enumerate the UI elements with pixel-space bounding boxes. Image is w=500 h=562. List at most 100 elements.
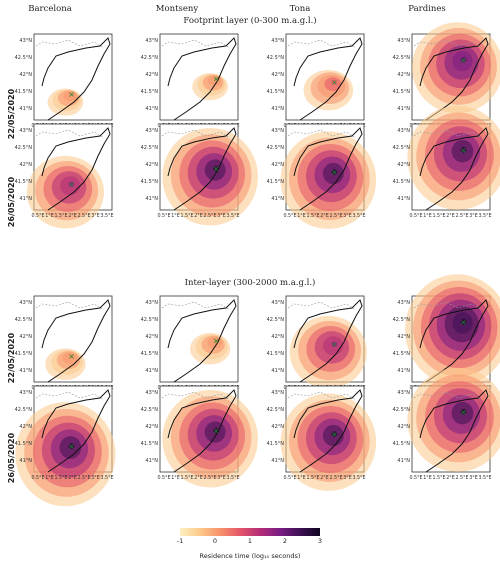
x-tick-label: 2.5°E [77, 475, 90, 481]
y-tick-label: 42°N [19, 334, 32, 340]
coastline [41, 299, 111, 383]
y-tick-label: 41°N [145, 458, 158, 464]
y-tick-label: 43°N [145, 300, 158, 306]
y-tick-label: 42°N [145, 162, 158, 168]
y-tick-label: 42°N [271, 162, 284, 168]
x-tick-label: 3.5°E [226, 475, 239, 481]
x-tick-label: 0.5°E [409, 475, 422, 481]
y-tick-label: 43°N [397, 128, 410, 134]
coastline [41, 389, 111, 473]
residence-plume [331, 79, 338, 85]
x-tick-label: 1.5°E [306, 213, 319, 219]
x-tick-label: 3.5°E [100, 475, 113, 481]
y-tick-label: 41°N [19, 196, 32, 202]
inland-border [161, 301, 231, 311]
residence-plume [460, 318, 467, 325]
coastline [419, 127, 489, 211]
inland-border [35, 301, 105, 311]
map-panel-montseny-1-1: × 43°N 42.5°N 42°N 41.5°N 41°N 0.5°E 1°E 1.5°E 2°… [141, 385, 258, 488]
y-tick-label: 41°N [145, 196, 158, 202]
inland-border [287, 301, 357, 311]
colorbar-tick: 0 [212, 537, 218, 545]
y-tick-label: 43°N [19, 390, 32, 396]
y-tick-label: 41°N [397, 196, 410, 202]
map-panel-montseny-0-1: × 43°N 42.5°N 42°N 41.5°N 41°N 0.5°E 1°E 1.5°E 2°… [141, 123, 258, 226]
y-tick-label: 42.5°N [141, 407, 159, 413]
map-panel-barcelona-1-1: × 43°N 42.5°N 42°N 41.5°N 41°N 0.5°E 1°E 1.5°E 2°… [15, 385, 116, 507]
row-label-inter-1: 22/05/2020 [7, 332, 16, 384]
x-tick-label: 3.5°E [352, 475, 365, 481]
x-tick-label: 1°E [45, 213, 53, 219]
colorbar-tick: -1 [176, 537, 184, 545]
coastline [419, 299, 489, 383]
x-tick-label: 3.5°E [478, 475, 491, 481]
inland-border [35, 391, 105, 401]
y-tick-label: 41.5°N [15, 351, 33, 357]
y-tick-label: 42.5°N [267, 317, 285, 323]
section-title-inter-layer: Inter-layer (300-2000 m.a.g.l.) [184, 278, 316, 288]
y-tick-label: 43°N [397, 390, 410, 396]
y-tick-label: 42.5°N [15, 145, 33, 151]
coastline [293, 127, 363, 211]
x-tick-label: 1.5°E [180, 213, 193, 219]
y-tick-label: 42.5°N [393, 317, 411, 323]
colorbar-ticks: -1 0 1 2 3 [176, 536, 322, 546]
x-tick-label: 3°E [217, 475, 225, 481]
site-marker-icon: × [213, 337, 220, 346]
y-tick-label: 42°N [145, 424, 158, 430]
colorbar: -1 0 1 2 3 Residence time (log₁₀ seconds… [176, 528, 322, 560]
y-tick-label: 43°N [145, 38, 158, 44]
x-tick-label: 3.5°E [352, 213, 365, 219]
x-tick-label: 1.5°E [432, 213, 445, 219]
x-tick-label: 3°E [91, 213, 99, 219]
map-panel-tona-0-1: × 43°N 42.5°N 42°N 41.5°N 41°N 0.5°E 1°E 1.5°E 2°… [267, 123, 377, 229]
x-tick-label: 0.5°E [31, 475, 44, 481]
x-tick-label: 1.5°E [54, 213, 67, 219]
y-tick-label: 42°N [145, 334, 158, 340]
y-tick-label: 42°N [145, 72, 158, 78]
x-tick-label: 3.5°E [226, 213, 239, 219]
y-tick-label: 42.5°N [393, 55, 411, 61]
inland-border [35, 129, 105, 139]
y-tick-label: 42.5°N [267, 55, 285, 61]
coastline [419, 389, 489, 473]
x-tick-label: 1°E [423, 475, 431, 481]
coastline [293, 299, 363, 383]
coastline [41, 37, 111, 121]
x-tick-label: 3°E [217, 213, 225, 219]
map-panel-tona-1-0: ×43°N42.5°N42°N41.5°N41°N0.5°E1°E1.5°E2°… [267, 295, 367, 391]
y-tick-label: 42.5°N [15, 55, 33, 61]
x-tick-label: 3.5°E [100, 213, 113, 219]
coastline [293, 389, 363, 473]
site-marker-icon: × [213, 427, 220, 436]
inland-border [287, 39, 357, 49]
x-tick-label: 0.5°E [31, 213, 44, 219]
site-marker-icon: × [460, 408, 467, 417]
y-tick-label: 41.5°N [267, 441, 285, 447]
site-marker-icon: × [460, 146, 467, 155]
y-tick-label: 41.5°N [267, 179, 285, 185]
y-tick-label: 41°N [145, 106, 158, 112]
site-marker-icon: × [213, 75, 220, 84]
x-tick-label: 3°E [469, 213, 477, 219]
map-panel-barcelona-0-1: × 43°N 42.5°N 42°N 41.5°N 41°N 0.5°E 1°E 1.5°E 2°… [15, 123, 114, 229]
y-tick-label: 41°N [397, 368, 410, 374]
x-tick-label: 1°E [423, 213, 431, 219]
residence-plume [68, 91, 75, 97]
y-tick-label: 42.5°N [393, 407, 411, 413]
y-tick-label: 41°N [19, 368, 32, 374]
x-tick-label: 2°E [194, 475, 202, 481]
x-tick-label: 3°E [343, 213, 351, 219]
x-tick-label: 2.5°E [77, 213, 90, 219]
residence-plume [331, 341, 338, 347]
y-tick-label: 42.5°N [141, 317, 159, 323]
coastline [167, 37, 237, 121]
y-tick-label: 41°N [271, 458, 284, 464]
map-panel-barcelona-0-0: ×43°N42.5°N42°N41.5°N41°N0.5°E1°E1.5°E2°… [15, 33, 114, 129]
residence-plume [460, 56, 467, 63]
colorbar-gradient [180, 528, 320, 536]
y-tick-label: 43°N [271, 38, 284, 44]
y-tick-label: 41°N [19, 458, 32, 464]
coastline [167, 299, 237, 383]
column-header-tona: Tona [289, 4, 311, 14]
